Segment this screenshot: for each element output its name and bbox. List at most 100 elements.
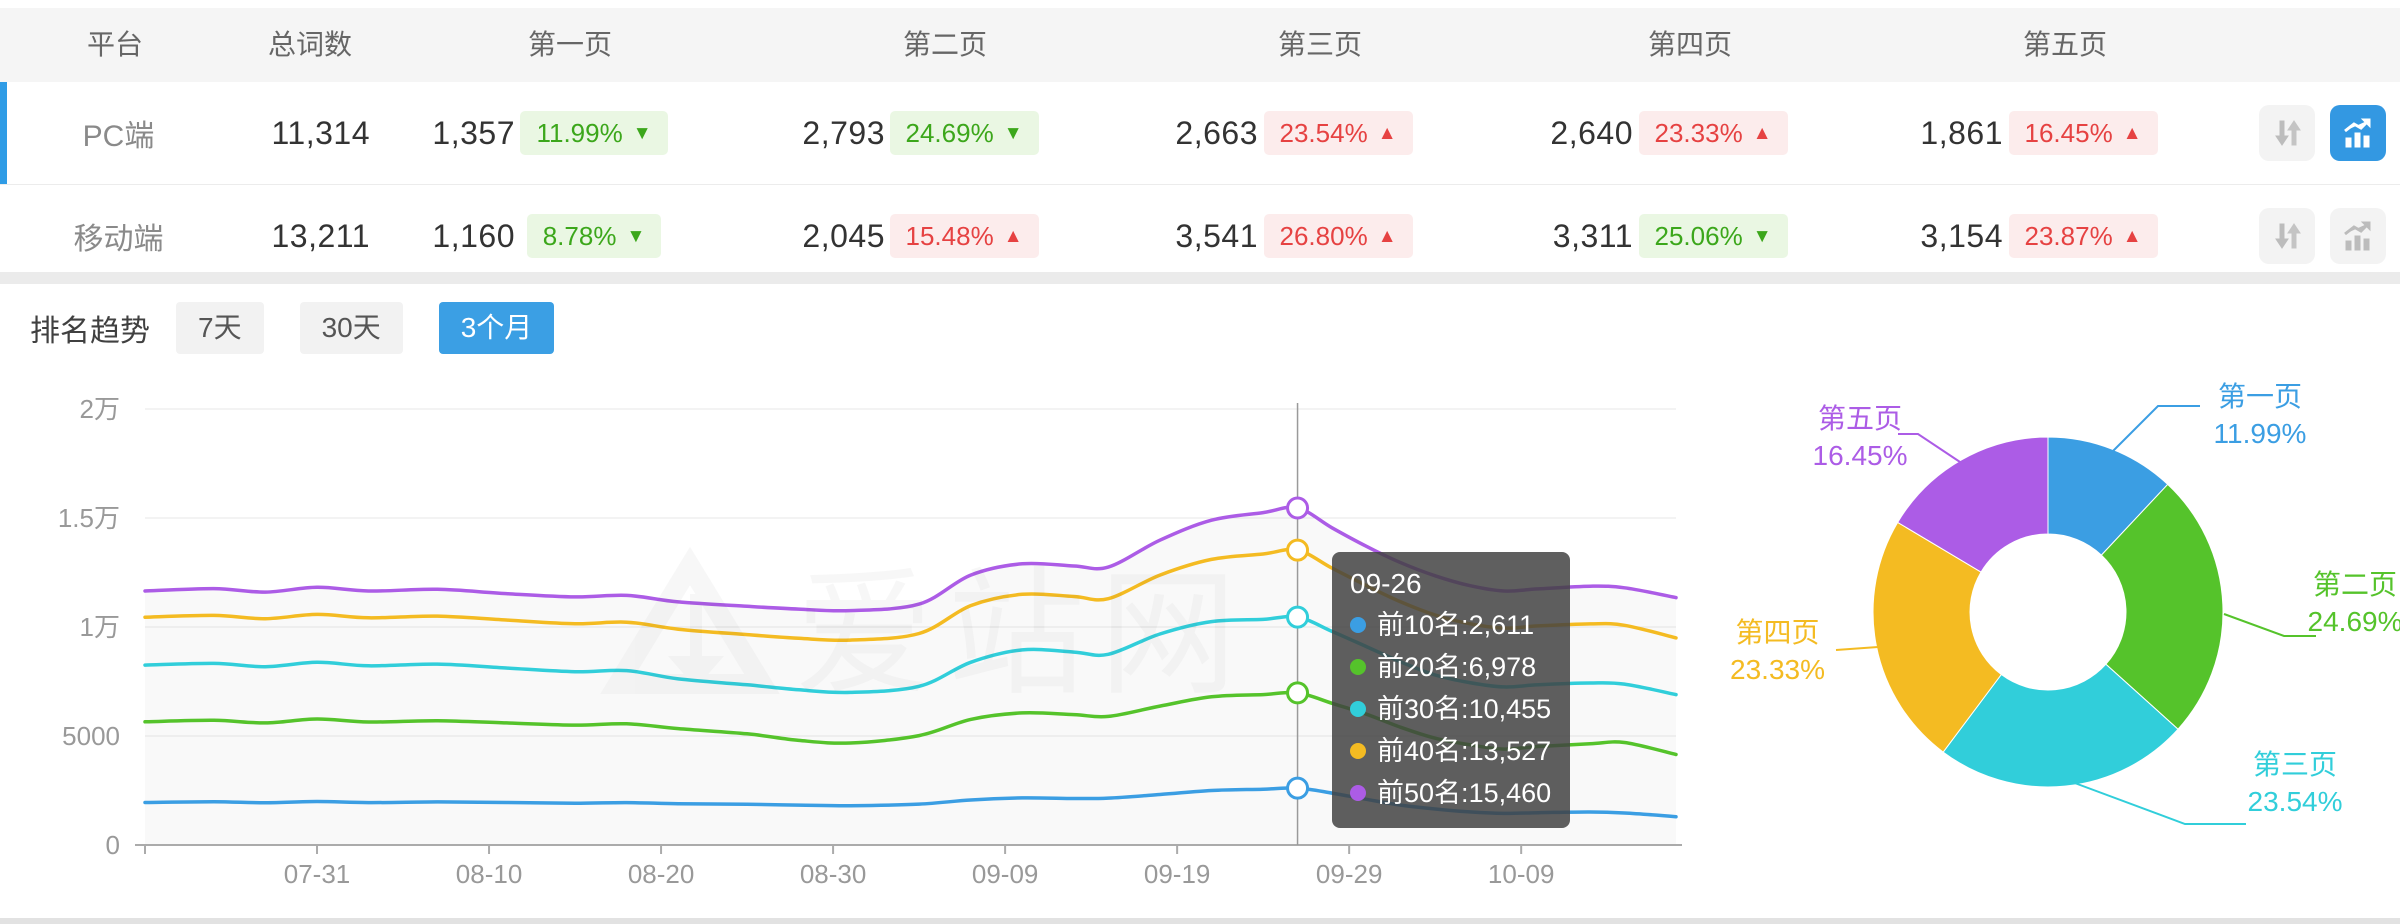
- trend-arrow-icon: [633, 124, 652, 143]
- page2-badge-cell: 15.48%: [888, 185, 1040, 287]
- bar-chart-icon: [2344, 221, 2371, 251]
- page3-badge-cell: 23.54%: [1262, 82, 1414, 184]
- x-axis-label: 10-09: [1488, 859, 1555, 889]
- keyword-rank-table: 平台 总词数 第一页 第二页 第三页 第四页 第五页 PC端 11,314 1,…: [0, 0, 2400, 288]
- page-background-strip: [0, 918, 2400, 924]
- sort-arrows-icon: [2275, 120, 2301, 146]
- charts-canvas[interactable]: 0 5000 1万 1.5万 2万 07-31 08-10 08-20 08-30 09-09 09…: [0, 284, 2400, 918]
- tab-3m[interactable]: 3个月: [438, 302, 555, 354]
- donut-chart: [1835, 405, 2316, 825]
- donut-label-page2: 第二页 24.69%: [2307, 569, 2400, 637]
- header-total-words: 总词数: [267, 29, 353, 60]
- area-fill: [145, 507, 1676, 845]
- page4-count: 2,640: [1550, 114, 1633, 151]
- y-axis-label: 0: [106, 830, 120, 860]
- page2-count: 2,793: [802, 114, 885, 151]
- series-dot-icon: [1350, 701, 1366, 717]
- page1-badge-cell: 11.99%: [518, 82, 670, 184]
- series-dot-icon: [1350, 743, 1366, 759]
- page3-count: 3,541: [1175, 217, 1258, 254]
- page1-badge-cell: 8.78%: [518, 185, 670, 287]
- donut-slice-第三页[interactable]: [1942, 663, 2179, 788]
- donut-slice-第四页[interactable]: [1872, 521, 2002, 753]
- trend-arrow-icon: [1378, 227, 1397, 246]
- tooltip-row: 前20名6,978: [1350, 646, 1550, 688]
- page5-badge-cell: 23.87%: [2007, 185, 2159, 287]
- page5-badge-cell: 16.45%: [2007, 82, 2159, 184]
- page4-badge-cell: 25.06%: [1637, 185, 1789, 287]
- table-header: 平台 总词数 第一页 第二页 第三页 第四页 第五页: [0, 8, 2400, 83]
- page3-trend-badge: 26.80%: [1263, 214, 1413, 258]
- page5-count: 3,154: [1920, 217, 2003, 254]
- series-dot-icon: [1350, 659, 1366, 675]
- page1-trend-badge: 11.99%: [520, 111, 668, 155]
- chart-button[interactable]: [2330, 208, 2386, 264]
- chart-button[interactable]: [2330, 105, 2386, 161]
- page2-trend-badge: 24.69%: [889, 111, 1039, 155]
- x-axis-label: 08-30: [800, 859, 867, 889]
- donut-connector: [2071, 781, 2246, 825]
- crosshair-marker: [1286, 496, 1310, 520]
- page5-trend-badge: 23.87%: [2008, 214, 2158, 258]
- crosshair-marker: [1286, 776, 1310, 800]
- page3-count: 2,663: [1175, 114, 1258, 151]
- series-dot-icon: [1350, 617, 1366, 633]
- donut-label-page3: 第三页 23.54%: [2247, 749, 2343, 817]
- donut-connector: [2223, 613, 2316, 637]
- header-page-4: 第四页: [1647, 29, 1733, 60]
- trend-arrow-icon: [1378, 124, 1397, 143]
- sort-button[interactable]: [2259, 208, 2315, 264]
- page1-count: 1,160: [432, 217, 515, 254]
- x-axis-label: 07-31: [284, 859, 351, 889]
- x-axis-label: 08-20: [628, 859, 695, 889]
- tooltip-row: 前40名13,527: [1350, 730, 1551, 772]
- table-row-pc[interactable]: PC端 11,314 1,357 11.99% 2,793 24.69% 2,6…: [0, 82, 2400, 185]
- page3-badge-cell: 26.80%: [1262, 185, 1414, 287]
- svg-text:爱站网: 爱站网: [795, 558, 1251, 712]
- page5-trend-badge: 16.45%: [2008, 111, 2158, 155]
- trend-header: 排名趋势 7天 30天 3个月: [30, 302, 590, 354]
- donut-connector: [1898, 433, 1961, 463]
- page2-badge-cell: 24.69%: [888, 82, 1040, 184]
- donut-label-page5: 第五页 16.45%: [1812, 403, 1908, 471]
- platform-cell: PC端: [82, 120, 155, 153]
- bar-chart-icon: [2344, 118, 2371, 148]
- page3-trend-badge: 23.54%: [1263, 111, 1413, 155]
- page4-trend-badge: 25.06%: [1638, 214, 1788, 258]
- rank-trend-section: 排名趋势 7天 30天 3个月 0 5000 1万 1.5万 2万 07-31 08-10 0…: [0, 284, 2400, 918]
- trend-arrow-icon: [2123, 124, 2142, 143]
- total-words-cell: 13,211: [271, 217, 370, 254]
- crosshair-marker: [1286, 538, 1310, 562]
- tab-30d[interactable]: 30天: [299, 302, 403, 354]
- donut-label-page1: 第一页 11.99%: [2213, 381, 2307, 449]
- crosshair-marker: [1286, 605, 1310, 629]
- page4-trend-badge: 23.33%: [1638, 111, 1788, 155]
- donut-slice-第二页[interactable]: [2100, 483, 2224, 730]
- header-platform: 平台: [86, 29, 144, 60]
- trend-arrow-icon: [626, 227, 645, 246]
- platform-cell: 移动端: [73, 223, 164, 256]
- tooltip-row: 前10名2,611: [1350, 604, 1550, 646]
- sort-arrows-icon: [2275, 223, 2301, 249]
- trend-arrow-icon: [2123, 227, 2142, 246]
- donut-label-page4: 第四页 23.33%: [1730, 617, 1825, 685]
- donut-slice-第五页[interactable]: [1897, 436, 2049, 573]
- header-page-2: 第二页: [902, 29, 988, 60]
- sort-button[interactable]: [2259, 105, 2315, 161]
- table-row-mobile[interactable]: 移动端 13,211 1,160 8.78% 2,045 15.48% 3,54…: [0, 185, 2400, 288]
- trend-arrow-icon: [1753, 227, 1772, 246]
- tooltip-row: 前50名15,460: [1350, 772, 1551, 814]
- tab-7d[interactable]: 7天: [176, 302, 264, 354]
- page1-trend-badge: 8.78%: [526, 214, 662, 258]
- section-divider: [0, 272, 2400, 284]
- header-page-1: 第一页: [527, 29, 613, 60]
- page1-count: 1,357: [432, 114, 515, 151]
- trend-arrow-icon: [1004, 227, 1023, 246]
- donut-connector: [1835, 646, 1879, 651]
- total-words-cell: 11,314: [271, 114, 370, 151]
- header-page-5: 第五页: [2022, 29, 2108, 60]
- page4-badge-cell: 23.33%: [1637, 82, 1789, 184]
- page5-count: 1,861: [1920, 114, 2003, 151]
- x-axis-label: 09-19: [1144, 859, 1211, 889]
- x-axis-label: 09-09: [972, 859, 1039, 889]
